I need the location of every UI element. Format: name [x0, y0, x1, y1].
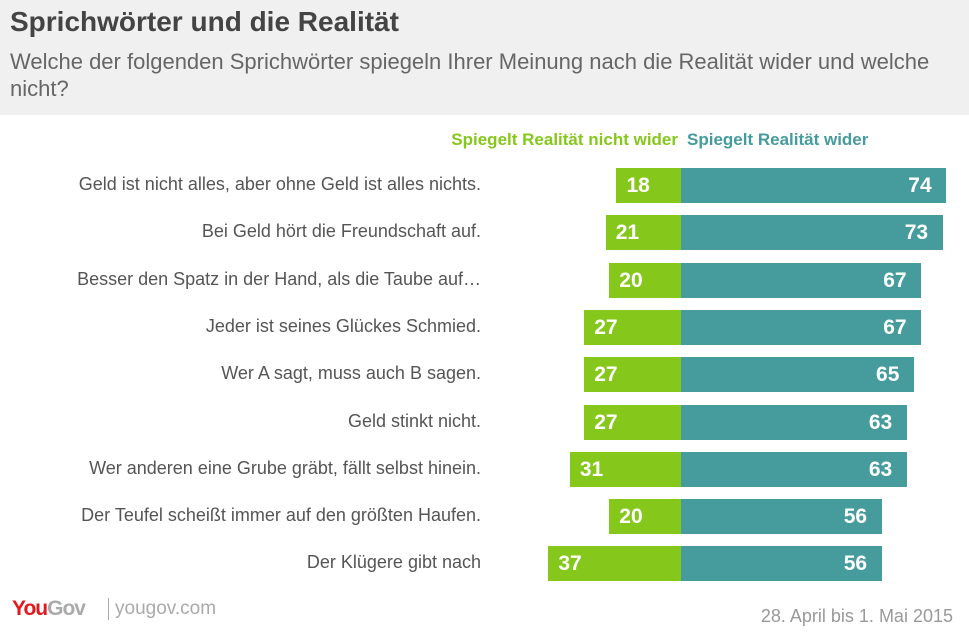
value-label-reflect: 56 — [843, 552, 868, 576]
date-range: 28. April bis 1. Mai 2015 — [760, 606, 953, 626]
value-label-reflect: 74 — [908, 174, 932, 197]
category-label: Wer anderen eine Grube gräbt, fällt selb… — [89, 457, 481, 478]
value-label-reflect: 67 — [883, 268, 907, 292]
value-label-not-reflect: 31 — [579, 457, 604, 481]
category-label: Bei Geld hört die Freundschaft auf. — [201, 221, 481, 242]
category-label: Der Teufel scheißt immer auf den größten… — [81, 505, 481, 526]
value-label-not-reflect: 20 — [619, 505, 643, 529]
value-label-reflect: 67 — [883, 315, 907, 339]
value-label-not-reflect: 20 — [619, 268, 643, 292]
bar-not-reflect — [609, 262, 681, 298]
bar-reflect — [681, 309, 922, 345]
bar-reflect — [681, 451, 907, 487]
bar-not-reflect — [548, 546, 681, 582]
value-label-reflect: 56 — [843, 505, 868, 529]
legend-not-reflect: Spiegelt Realität nicht wider — [451, 130, 678, 149]
bar-not-reflect — [569, 451, 681, 487]
category-label: Geld stinkt nicht. — [347, 410, 481, 431]
value-label-not-reflect: 21 — [615, 221, 640, 245]
bar-not-reflect — [609, 499, 681, 535]
value-label-reflect: 65 — [876, 363, 900, 387]
category-label: Besser den Spatz in der Hand, als die Ta… — [77, 268, 481, 289]
bar-reflect — [681, 215, 943, 251]
value-label-not-reflect: 18 — [626, 174, 650, 197]
header: Sprichwörter und die Realität Welche der… — [0, 0, 969, 115]
bar-not-reflect — [584, 357, 681, 393]
value-label-not-reflect: 37 — [558, 552, 582, 576]
bar-not-reflect — [584, 404, 681, 440]
bar-reflect — [681, 499, 882, 535]
bar-not-reflect — [616, 168, 681, 203]
value-label-reflect: 63 — [868, 457, 893, 481]
bar-reflect — [681, 546, 882, 582]
bar-not-reflect — [605, 215, 681, 251]
value-label-reflect: 73 — [904, 221, 929, 245]
category-label: Jeder ist seines Glückes Schmied. — [205, 315, 481, 336]
value-label-not-reflect: 27 — [594, 363, 618, 387]
bar-reflect — [681, 262, 922, 298]
bar-reflect — [681, 404, 907, 440]
value-label-not-reflect: 27 — [594, 410, 618, 434]
category-label: Geld ist nicht alles, aber ohne Geld ist… — [78, 174, 481, 194]
category-label: Der Klügere gibt nach — [306, 552, 481, 573]
bar-reflect — [681, 357, 915, 393]
yougov-logo: YouGov — [12, 597, 86, 620]
site-url: yougov.com — [108, 598, 216, 620]
bar-reflect — [681, 168, 947, 203]
bar-not-reflect — [584, 309, 681, 345]
value-label-not-reflect: 27 — [594, 315, 618, 339]
legend-reflect: Spiegelt Realität wider — [687, 130, 869, 149]
category-label: Wer A sagt, muss auch B sagen. — [221, 363, 481, 384]
chart-subtitle: Welche der folgenden Sprichwörter spiege… — [10, 49, 930, 101]
chart-title: Sprichwörter und die Realität — [10, 6, 399, 37]
value-label-reflect: 63 — [868, 410, 893, 434]
